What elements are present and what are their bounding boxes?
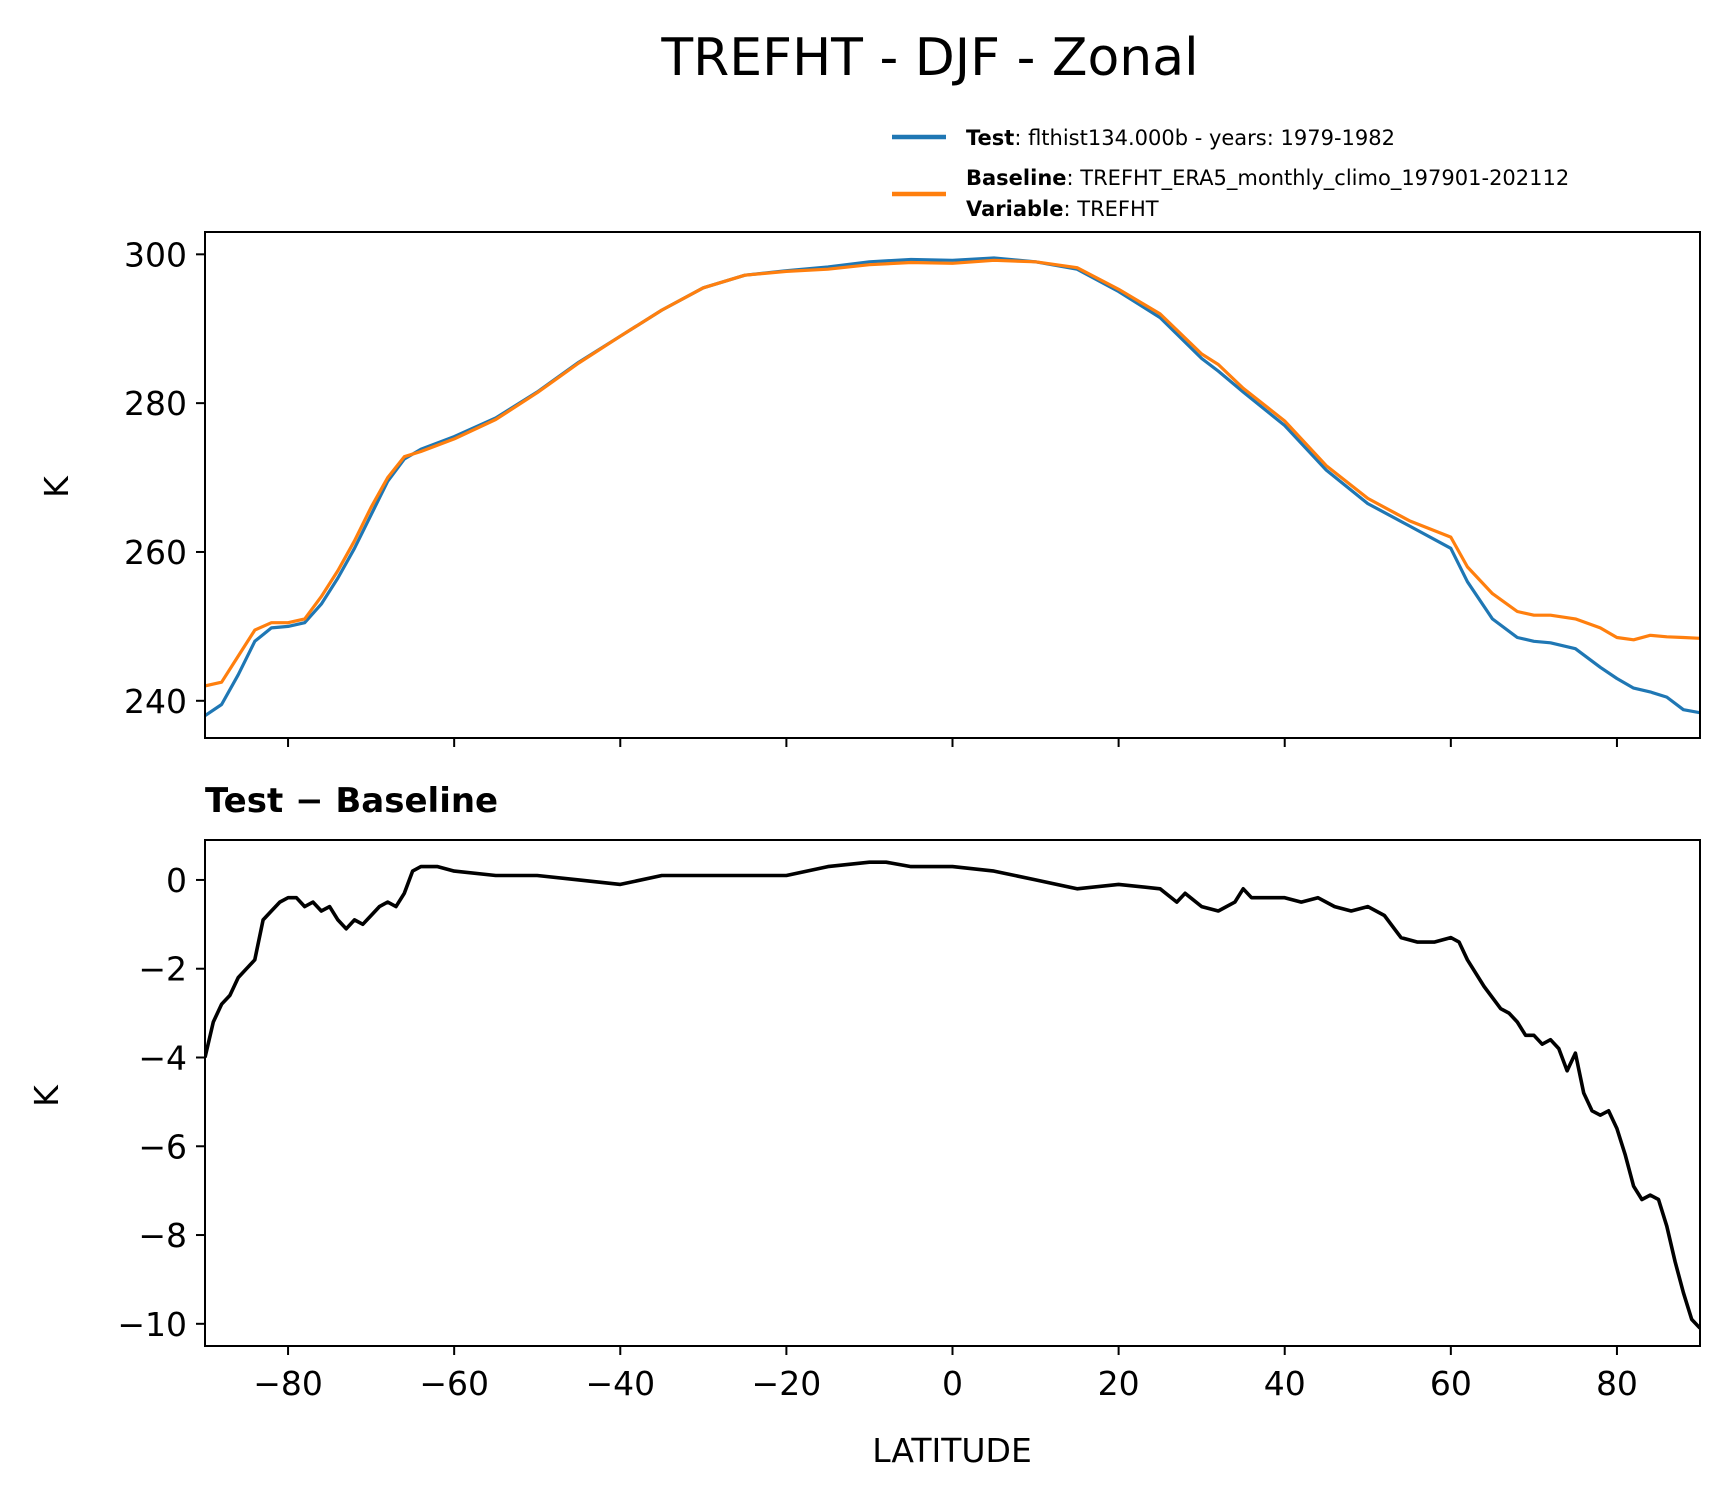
bottom-xtick-label: −20: [752, 1364, 822, 1403]
legend-variable-entry: Variable: TREFHT: [966, 197, 1159, 221]
bottom-xtick-label: 40: [1264, 1364, 1306, 1403]
bottom-xtick-label: −60: [419, 1364, 489, 1403]
top-ytick-label: 300: [124, 235, 187, 274]
legend-test-key: Test: [966, 126, 1014, 150]
legend-variable-text: : TREFHT: [1063, 197, 1158, 221]
bottom-xtick-label: −80: [253, 1364, 323, 1403]
bottom-ytick-label: −10: [117, 1305, 187, 1344]
top-series-line-0: [205, 256, 1700, 718]
top-ytick-label: 280: [124, 384, 187, 423]
bottom-xtick-label: 0: [942, 1364, 963, 1403]
bottom-ytick-label: −8: [138, 1216, 187, 1255]
bottom-panel: 0 −2 −4 −6 −8 −10 −80 −60 −40 −20 0 20 40 60 80: [117, 839, 1701, 1403]
top-panel: 240 260 280 300: [124, 231, 1701, 747]
top-series-line-1: [205, 258, 1700, 688]
legend-baseline-key: Baseline: [966, 166, 1067, 190]
bottom-series-line-0: [205, 860, 1700, 1330]
top-ytick-label: 240: [124, 682, 187, 721]
legend-test-text: : flthist134.000b - years: 1979-1982: [1014, 126, 1395, 150]
bottom-ytick-label: 0: [166, 861, 187, 900]
x-axis-label: LATITUDE: [872, 1431, 1032, 1470]
legend-baseline-entry: Baseline: TREFHT_ERA5_monthly_climo_1979…: [966, 166, 1569, 191]
bottom-xtick-label: 20: [1098, 1364, 1140, 1403]
legend-baseline-text: : TREFHT_ERA5_monthly_climo_197901-20211…: [1067, 166, 1570, 191]
legend-test-entry: Test: flthist134.000b - years: 1979-1982: [966, 126, 1395, 150]
bottom-panel-title: Test − Baseline: [205, 781, 498, 821]
legend: Test: flthist134.000b - years: 1979-1982…: [892, 126, 1569, 221]
bottom-ytick-label: −6: [138, 1127, 187, 1166]
legend-variable-key: Variable: [966, 197, 1063, 221]
top-ytick-label: 260: [124, 533, 187, 572]
bottom-xtick-label: 80: [1596, 1364, 1638, 1403]
bottom-ytick-label: −4: [138, 1038, 187, 1077]
bottom-axes-frame: [204, 839, 1701, 1347]
bottom-xtick-label: −40: [585, 1364, 655, 1403]
bottom-ytick-label: −2: [138, 950, 187, 989]
top-axes-frame: [204, 231, 1701, 739]
bottom-xtick-label: 60: [1430, 1364, 1472, 1403]
bottom-ylabel: K: [27, 1084, 66, 1107]
top-ylabel: K: [37, 475, 76, 498]
figure-title: TREFHT - DJF - Zonal: [660, 28, 1198, 88]
